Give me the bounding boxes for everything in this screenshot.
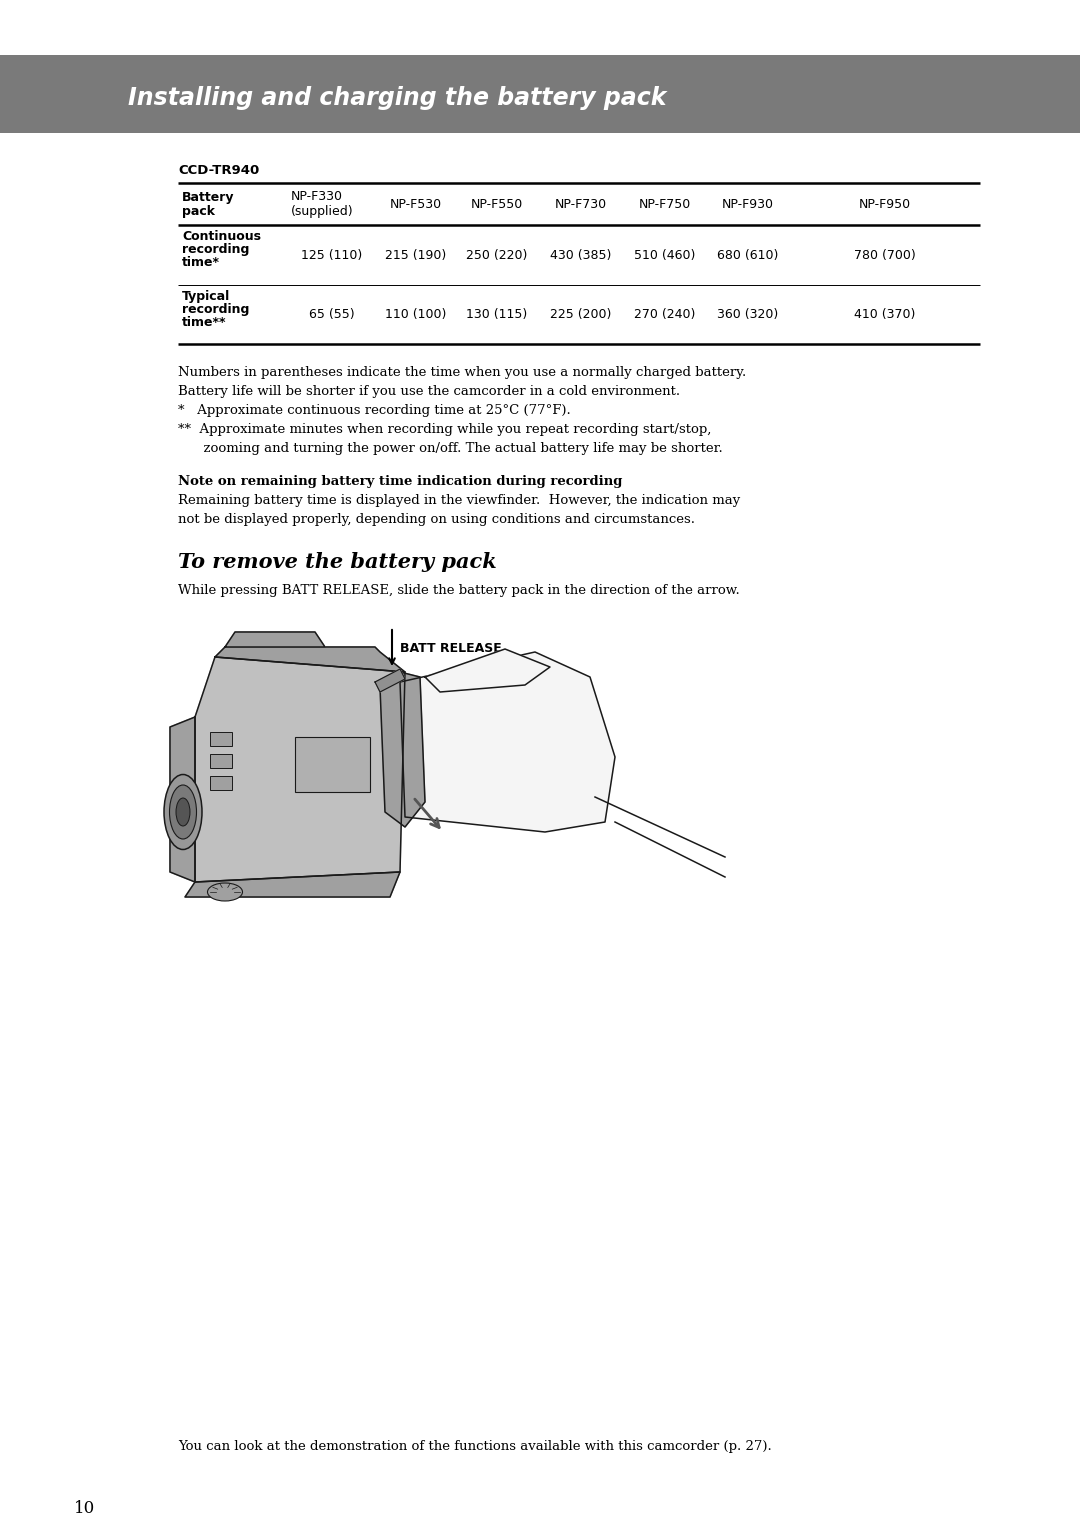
Polygon shape bbox=[185, 872, 400, 897]
Text: Numbers in parentheses indicate the time when you use a normally charged battery: Numbers in parentheses indicate the time… bbox=[178, 366, 746, 379]
Text: BATT RELEASE: BATT RELEASE bbox=[400, 642, 502, 656]
Text: 250 (220): 250 (220) bbox=[465, 248, 527, 262]
Text: NP-F730: NP-F730 bbox=[554, 198, 607, 210]
Text: 430 (385): 430 (385) bbox=[550, 248, 611, 262]
Text: Installing and charging the battery pack: Installing and charging the battery pack bbox=[129, 86, 666, 110]
Text: 270 (240): 270 (240) bbox=[634, 308, 696, 320]
Bar bbox=[210, 754, 232, 768]
Text: Remaining battery time is displayed in the viewfinder.  However, the indication : Remaining battery time is displayed in t… bbox=[178, 494, 740, 507]
Text: pack: pack bbox=[183, 204, 215, 218]
Polygon shape bbox=[225, 632, 325, 647]
Polygon shape bbox=[215, 647, 405, 671]
Polygon shape bbox=[400, 652, 615, 832]
Text: time**: time** bbox=[183, 316, 227, 330]
Text: Battery: Battery bbox=[183, 190, 234, 204]
Text: 680 (610): 680 (610) bbox=[717, 248, 779, 262]
Text: NP-F750: NP-F750 bbox=[638, 198, 690, 210]
Text: NP-F550: NP-F550 bbox=[471, 198, 523, 210]
Text: 225 (200): 225 (200) bbox=[550, 308, 611, 320]
Ellipse shape bbox=[176, 799, 190, 826]
Polygon shape bbox=[380, 671, 426, 826]
Text: 125 (110): 125 (110) bbox=[301, 248, 362, 262]
Text: NP-F330: NP-F330 bbox=[291, 190, 343, 204]
Text: Continuous: Continuous bbox=[183, 230, 261, 244]
Text: 510 (460): 510 (460) bbox=[634, 248, 696, 262]
Text: 65 (55): 65 (55) bbox=[309, 308, 354, 320]
Text: You can look at the demonstration of the functions available with this camcorder: You can look at the demonstration of the… bbox=[178, 1439, 772, 1453]
Text: 110 (100): 110 (100) bbox=[384, 308, 446, 320]
Text: zooming and turning the power on/off. The actual battery life may be shorter.: zooming and turning the power on/off. Th… bbox=[178, 442, 723, 455]
Text: (supplied): (supplied) bbox=[291, 204, 353, 218]
Text: 130 (115): 130 (115) bbox=[465, 308, 527, 320]
Ellipse shape bbox=[164, 774, 202, 849]
Text: To remove the battery pack: To remove the battery pack bbox=[178, 552, 497, 572]
Text: 215 (190): 215 (190) bbox=[384, 248, 446, 262]
Text: While pressing BATT RELEASE, slide the battery pack in the direction of the arro: While pressing BATT RELEASE, slide the b… bbox=[178, 584, 740, 596]
Text: **  Approximate minutes when recording while you repeat recording start/stop,: ** Approximate minutes when recording wh… bbox=[178, 423, 712, 435]
Text: *   Approximate continuous recording time at 25°C (77°F).: * Approximate continuous recording time … bbox=[178, 405, 570, 417]
Bar bbox=[0, 55, 1080, 133]
Bar bbox=[210, 776, 232, 789]
Text: CCD-TR940: CCD-TR940 bbox=[178, 164, 259, 176]
Polygon shape bbox=[195, 658, 405, 881]
Text: recording: recording bbox=[183, 304, 249, 316]
Ellipse shape bbox=[170, 785, 197, 839]
Text: recording: recording bbox=[183, 244, 249, 256]
Bar bbox=[210, 731, 232, 747]
Text: not be displayed properly, depending on using conditions and circumstances.: not be displayed properly, depending on … bbox=[178, 514, 696, 526]
Text: 410 (370): 410 (370) bbox=[854, 308, 915, 320]
Bar bbox=[295, 737, 370, 793]
Text: Note on remaining battery time indication during recording: Note on remaining battery time indicatio… bbox=[178, 475, 622, 487]
Polygon shape bbox=[426, 648, 550, 691]
Text: NP-F950: NP-F950 bbox=[859, 198, 910, 210]
Text: NP-F530: NP-F530 bbox=[390, 198, 442, 210]
Text: 360 (320): 360 (320) bbox=[717, 308, 778, 320]
Ellipse shape bbox=[207, 883, 243, 901]
Polygon shape bbox=[170, 717, 195, 881]
Text: Typical: Typical bbox=[183, 290, 230, 304]
Text: time*: time* bbox=[183, 256, 220, 268]
Text: 10: 10 bbox=[75, 1499, 96, 1518]
Text: NP-F930: NP-F930 bbox=[721, 198, 773, 210]
Text: Battery life will be shorter if you use the camcorder in a cold environment.: Battery life will be shorter if you use … bbox=[178, 385, 680, 399]
Polygon shape bbox=[375, 668, 405, 691]
Text: 780 (700): 780 (700) bbox=[853, 248, 916, 262]
